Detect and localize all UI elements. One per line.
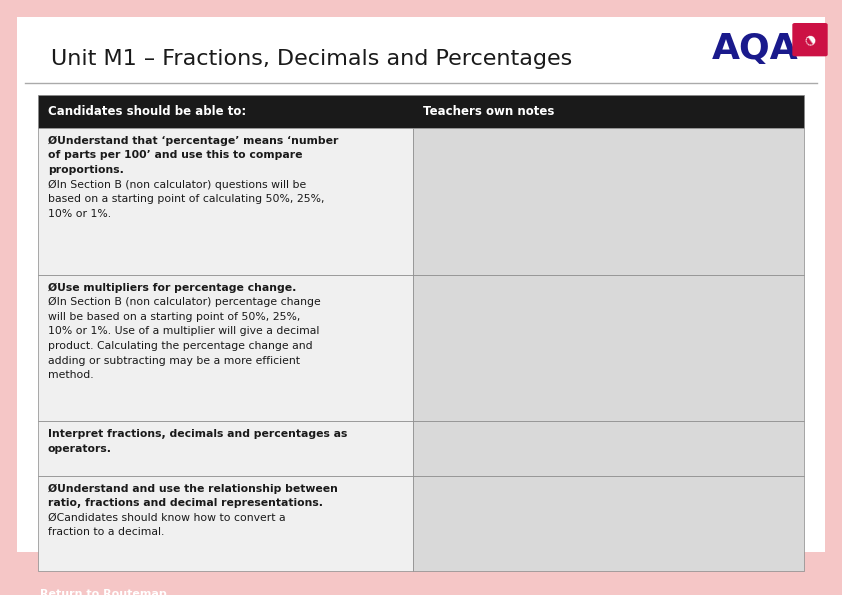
Text: based on a starting point of calculating 50%, 25%,: based on a starting point of calculating… xyxy=(48,195,324,204)
FancyBboxPatch shape xyxy=(38,128,413,275)
Text: ØUnderstand and use the relationship between: ØUnderstand and use the relationship bet… xyxy=(48,484,338,494)
Text: product. Calculating the percentage change and: product. Calculating the percentage chan… xyxy=(48,341,312,351)
Text: AQA: AQA xyxy=(711,32,798,65)
Text: proportions.: proportions. xyxy=(48,165,124,175)
Text: ØIn Section B (non calculator) percentage change: ØIn Section B (non calculator) percentag… xyxy=(48,297,321,307)
Text: Return to Routemap: Return to Routemap xyxy=(40,589,167,595)
Text: ØCandidates should know how to convert a: ØCandidates should know how to convert a xyxy=(48,513,285,523)
FancyBboxPatch shape xyxy=(413,476,804,571)
FancyBboxPatch shape xyxy=(38,421,413,476)
Text: ØUse multipliers for percentage change.: ØUse multipliers for percentage change. xyxy=(48,282,296,293)
FancyBboxPatch shape xyxy=(413,128,804,275)
FancyBboxPatch shape xyxy=(38,95,804,128)
FancyBboxPatch shape xyxy=(17,17,825,552)
Text: will be based on a starting point of 50%, 25%,: will be based on a starting point of 50%… xyxy=(48,312,301,321)
Text: of parts per 100’ and use this to compare: of parts per 100’ and use this to compar… xyxy=(48,151,302,160)
Text: Teachers own notes: Teachers own notes xyxy=(423,105,554,118)
FancyBboxPatch shape xyxy=(38,476,413,571)
FancyBboxPatch shape xyxy=(34,578,173,595)
Text: method.: method. xyxy=(48,370,93,380)
FancyBboxPatch shape xyxy=(792,23,828,57)
FancyBboxPatch shape xyxy=(413,275,804,421)
Text: ØIn Section B (non calculator) questions will be: ØIn Section B (non calculator) questions… xyxy=(48,180,306,190)
FancyBboxPatch shape xyxy=(413,421,804,476)
FancyBboxPatch shape xyxy=(38,275,413,421)
Text: 10% or 1%. Use of a multiplier will give a decimal: 10% or 1%. Use of a multiplier will give… xyxy=(48,326,319,336)
Text: operators.: operators. xyxy=(48,443,112,453)
Text: adding or subtracting may be a more efficient: adding or subtracting may be a more effi… xyxy=(48,356,300,365)
Text: Unit M1 – Fractions, Decimals and Percentages: Unit M1 – Fractions, Decimals and Percen… xyxy=(51,49,572,69)
Text: ratio, fractions and decimal representations.: ratio, fractions and decimal representat… xyxy=(48,498,323,508)
Text: ◑: ◑ xyxy=(802,31,818,48)
Text: Candidates should be able to:: Candidates should be able to: xyxy=(48,105,246,118)
Text: ØUnderstand that ‘percentage’ means ‘number: ØUnderstand that ‘percentage’ means ‘num… xyxy=(48,136,338,146)
Text: 10% or 1%.: 10% or 1%. xyxy=(48,209,111,219)
Text: Interpret fractions, decimals and percentages as: Interpret fractions, decimals and percen… xyxy=(48,429,348,439)
Text: fraction to a decimal.: fraction to a decimal. xyxy=(48,527,164,537)
